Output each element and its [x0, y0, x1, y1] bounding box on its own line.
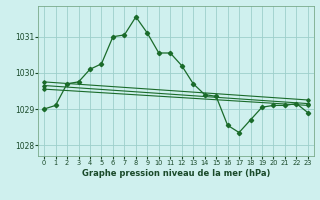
- X-axis label: Graphe pression niveau de la mer (hPa): Graphe pression niveau de la mer (hPa): [82, 169, 270, 178]
